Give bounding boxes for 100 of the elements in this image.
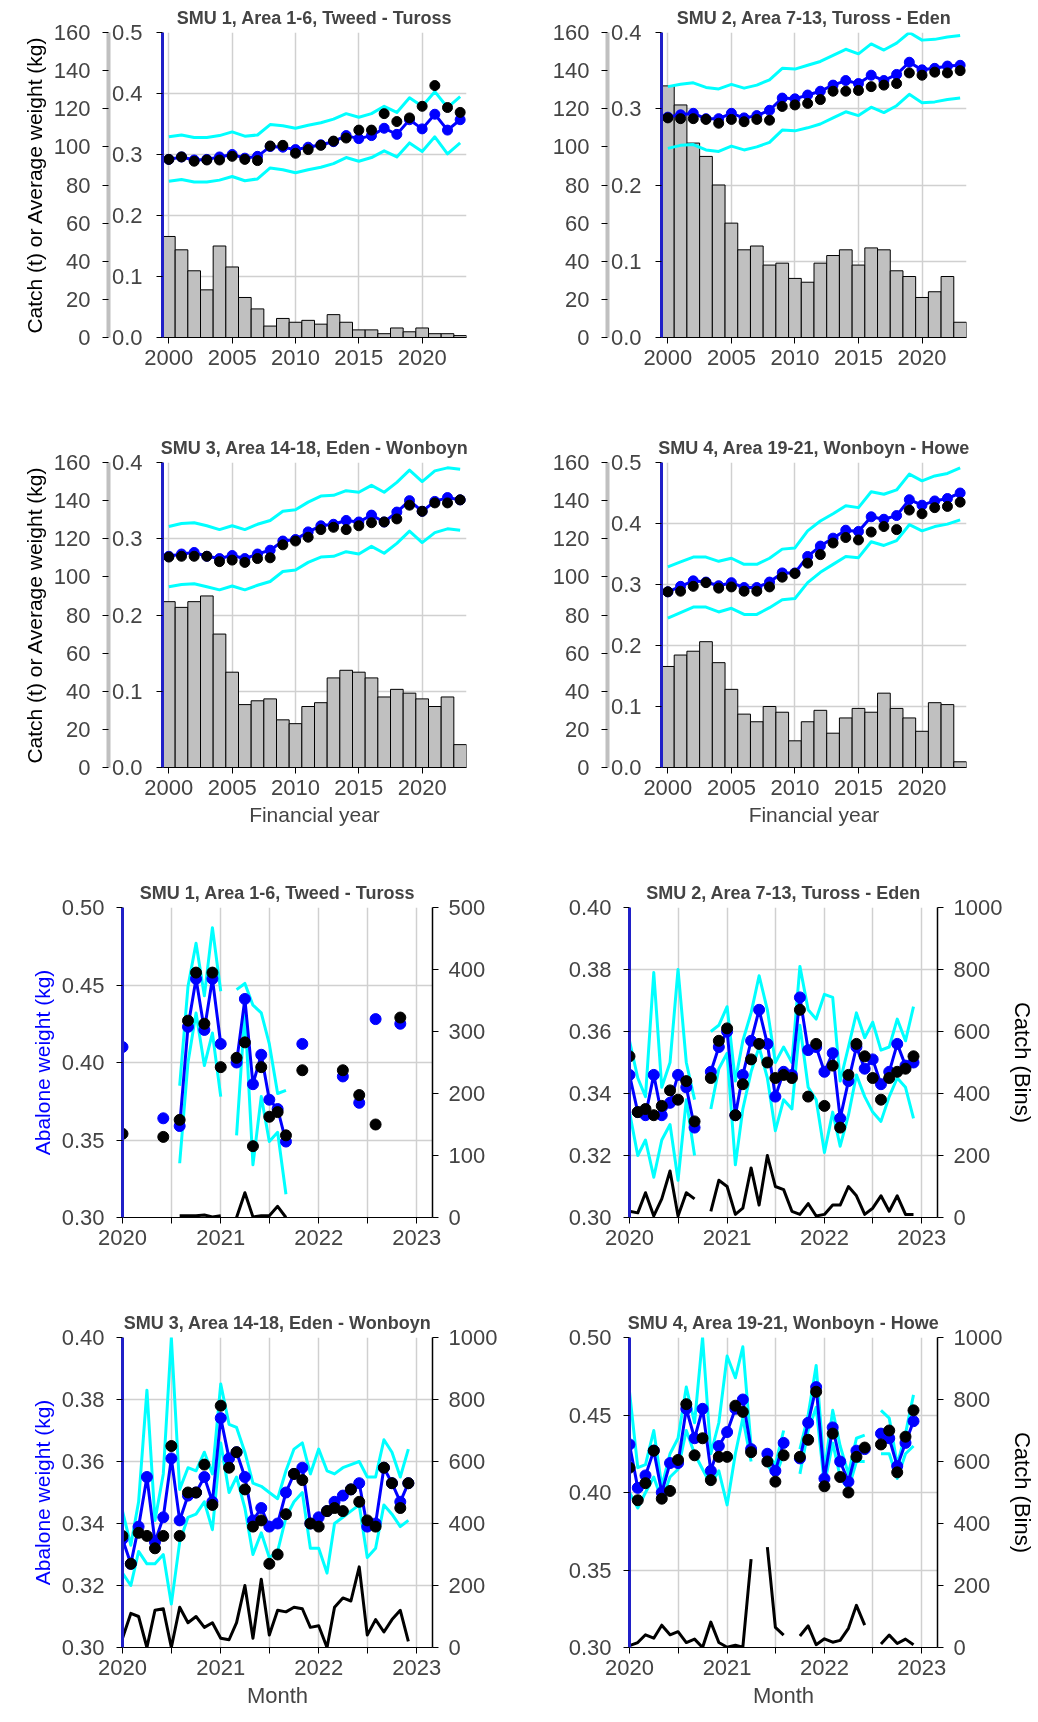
y2-tick-label: 140: [552, 58, 590, 84]
x-axis-title: Financial year: [748, 802, 880, 826]
y2-tick-label: 40: [565, 678, 590, 704]
x-tick-label: 2020: [897, 774, 947, 800]
y2-tick-label: 160: [552, 450, 590, 475]
chart-title: SMU 1, Area 1-6, Tweed - Tuross: [176, 7, 452, 28]
x-tick-label: 2015: [334, 344, 384, 370]
x-tick-label: 2020: [397, 774, 447, 800]
x-tick-label: 2020: [397, 344, 447, 370]
y2-tick-label: 100: [552, 134, 590, 160]
y-tick-label: 0.5: [610, 450, 642, 475]
x-tick-label: 2015: [334, 774, 384, 800]
y-tick-label: 0.35: [568, 1557, 612, 1583]
y2-tick-label: 80: [565, 172, 590, 198]
y-tick-label: 0.35: [61, 1127, 105, 1153]
y-tick-label: 0.4: [610, 20, 642, 45]
y2-tick-label: 20: [66, 286, 91, 312]
y2-tick-label: 1000: [448, 1325, 498, 1350]
y2-axis-title: Catch (Bins): [1010, 1431, 1036, 1554]
y2-tick-label: 60: [66, 210, 91, 236]
x-tick-label: 2022: [799, 1224, 849, 1250]
x-tick-label: 2010: [770, 774, 820, 800]
y2-tick-label: 20: [565, 286, 590, 312]
y-tick-label: 0.1: [610, 694, 642, 719]
y-tick-label: 0.40: [61, 1325, 105, 1350]
y-tick-label: 0.4: [111, 450, 143, 475]
y2-tick-label: 120: [53, 526, 91, 552]
y2-tick-label: 100: [53, 134, 91, 160]
y2-tick-label: 600: [953, 1019, 991, 1044]
y-tick-label: 0.3: [111, 526, 143, 552]
y2-axis-title: Catch (t) or Average weight (kg): [22, 37, 46, 334]
y2-tick-label: 100: [448, 1143, 486, 1168]
y2-tick-label: 0: [953, 1205, 966, 1230]
y2-tick-label: 60: [66, 640, 91, 666]
y-tick-label: 0.38: [61, 1387, 105, 1412]
y2-tick-label: 100: [53, 564, 91, 590]
y2-tick-label: 400: [448, 957, 486, 982]
x-tick-label: 2020: [897, 344, 947, 370]
y-tick-label: 0.0: [111, 325, 143, 350]
y2-tick-label: 120: [552, 96, 590, 122]
y2-tick-label: 160: [53, 20, 91, 45]
x-tick-label: 2000: [144, 774, 194, 800]
x-tick-label: 2010: [271, 344, 320, 370]
y2-tick-label: 120: [53, 96, 91, 122]
x-tick-label: 2015: [834, 344, 883, 370]
y-axis-title: Abalone weight (kg): [30, 969, 54, 1156]
y-tick-label: 0.2: [111, 602, 143, 628]
y2-tick-label: 1000: [953, 1325, 1003, 1350]
y-tick-label: 0.0: [610, 755, 642, 780]
y-tick-label: 0.0: [610, 325, 642, 350]
x-tick-label: 2005: [207, 774, 257, 800]
y2-tick-label: 140: [53, 58, 91, 84]
y2-tick-label: 400: [953, 1511, 991, 1536]
y-tick-label: 0.0: [111, 755, 143, 780]
y-tick-label: 0.1: [610, 248, 642, 274]
x-tick-label: 2021: [196, 1654, 246, 1680]
y-tick-label: 0.4: [610, 511, 642, 536]
y2-tick-label: 40: [66, 248, 91, 274]
x-tick-label: 2000: [144, 344, 194, 370]
y-tick-label: 0.32: [568, 1143, 612, 1168]
y2-tick-label: 200: [953, 1143, 991, 1168]
y2-tick-label: 0: [577, 325, 590, 350]
y2-tick-label: 800: [953, 957, 991, 982]
y2-tick-label: 20: [565, 716, 590, 742]
chart-title: SMU 2, Area 7-13, Tuross - Eden: [676, 7, 951, 28]
x-tick-label: 2010: [271, 774, 320, 800]
y2-tick-label: 200: [448, 1081, 486, 1106]
y2-tick-label: 80: [565, 602, 590, 628]
x-tick-label: 2022: [294, 1224, 344, 1250]
y2-tick-label: 0: [448, 1205, 461, 1230]
y-tick-label: 0.3: [111, 142, 143, 167]
y-tick-label: 0.45: [568, 1402, 612, 1428]
y-tick-label: 0.4: [111, 81, 143, 106]
y2-tick-label: 800: [953, 1387, 991, 1412]
x-tick-label: 2005: [706, 774, 756, 800]
y-tick-label: 0.3: [610, 96, 642, 122]
y2-tick-label: 80: [66, 602, 91, 628]
y2-tick-label: 0: [78, 325, 91, 350]
y-tick-label: 0.36: [568, 1019, 612, 1044]
x-tick-label: 2015: [834, 774, 883, 800]
y2-tick-label: 400: [448, 1511, 486, 1536]
y-tick-label: 0.50: [61, 895, 105, 920]
y2-tick-label: 60: [565, 640, 590, 666]
y-axis-title: Abalone weight (kg): [30, 1399, 54, 1586]
y2-tick-label: 40: [66, 678, 91, 704]
y-tick-label: 0.34: [61, 1511, 105, 1536]
x-tick-label: 2022: [294, 1654, 344, 1680]
x-tick-label: 2010: [770, 344, 820, 370]
y-tick-label: 0.50: [568, 1325, 612, 1350]
chart-title: SMU 4, Area 19-21, Wonboyn - Howe: [627, 1312, 939, 1333]
y2-tick-label: 300: [448, 1019, 486, 1044]
y2-tick-label: 800: [448, 1387, 486, 1412]
y2-tick-label: 80: [66, 172, 91, 198]
x-tick-label: 2005: [207, 344, 257, 370]
y2-tick-label: 500: [448, 895, 486, 920]
y2-axis-title: Catch (Bins): [1010, 1001, 1036, 1124]
y2-tick-label: 0: [78, 755, 91, 780]
y2-tick-label: 0: [448, 1635, 461, 1660]
x-axis-title: Financial year: [249, 802, 380, 826]
y2-tick-label: 0: [577, 755, 590, 780]
